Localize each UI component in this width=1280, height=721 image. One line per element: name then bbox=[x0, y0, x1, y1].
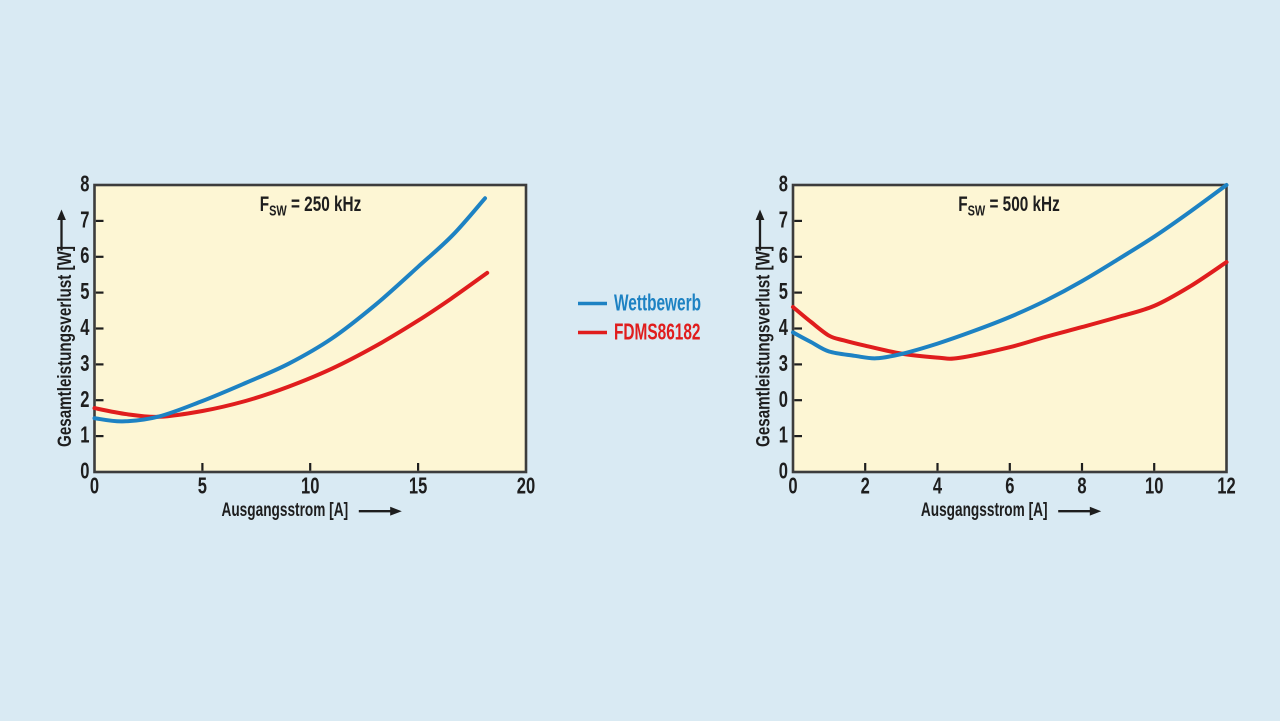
svg-text:10: 10 bbox=[1145, 474, 1163, 499]
svg-text:5: 5 bbox=[80, 280, 89, 305]
svg-text:5: 5 bbox=[779, 280, 788, 305]
svg-text:Ausgangsstrom [A]: Ausgangsstrom [A] bbox=[221, 499, 348, 521]
svg-text:2: 2 bbox=[861, 474, 870, 499]
svg-text:8: 8 bbox=[779, 172, 788, 197]
svg-text:1: 1 bbox=[779, 423, 788, 448]
svg-text:1: 1 bbox=[80, 423, 89, 448]
svg-text:0: 0 bbox=[90, 474, 99, 499]
svg-text:FDMS86182: FDMS86182 bbox=[614, 320, 701, 346]
svg-text:3: 3 bbox=[779, 351, 788, 376]
svg-text:7: 7 bbox=[80, 208, 89, 233]
svg-text:15: 15 bbox=[409, 474, 427, 499]
svg-text:7: 7 bbox=[779, 208, 788, 233]
svg-text:Gesamtleistungsverlust [W]: Gesamtleistungsverlust [W] bbox=[752, 246, 774, 447]
svg-text:Gesamtleistungsverlust [W]: Gesamtleistungsverlust [W] bbox=[53, 246, 75, 447]
svg-text:12: 12 bbox=[1217, 474, 1235, 499]
svg-text:Ausgangsstrom [A]: Ausgangsstrom [A] bbox=[921, 499, 1048, 521]
svg-text:0: 0 bbox=[779, 459, 788, 484]
svg-text:Wettbewerb: Wettbewerb bbox=[614, 291, 701, 317]
svg-text:6: 6 bbox=[1005, 474, 1014, 499]
svg-text:5: 5 bbox=[198, 474, 207, 499]
svg-text:20: 20 bbox=[517, 474, 535, 499]
svg-text:0: 0 bbox=[80, 459, 89, 484]
svg-text:8: 8 bbox=[1077, 474, 1086, 499]
svg-text:6: 6 bbox=[80, 244, 89, 269]
svg-text:8: 8 bbox=[80, 172, 89, 197]
svg-text:3: 3 bbox=[80, 351, 89, 376]
svg-text:4: 4 bbox=[80, 315, 90, 340]
svg-text:2: 2 bbox=[80, 387, 89, 412]
svg-text:0: 0 bbox=[779, 387, 788, 412]
svg-text:4: 4 bbox=[933, 474, 943, 499]
svg-text:4: 4 bbox=[779, 315, 789, 340]
svg-text:6: 6 bbox=[779, 244, 788, 269]
svg-text:10: 10 bbox=[301, 474, 319, 499]
svg-text:0: 0 bbox=[788, 474, 797, 499]
